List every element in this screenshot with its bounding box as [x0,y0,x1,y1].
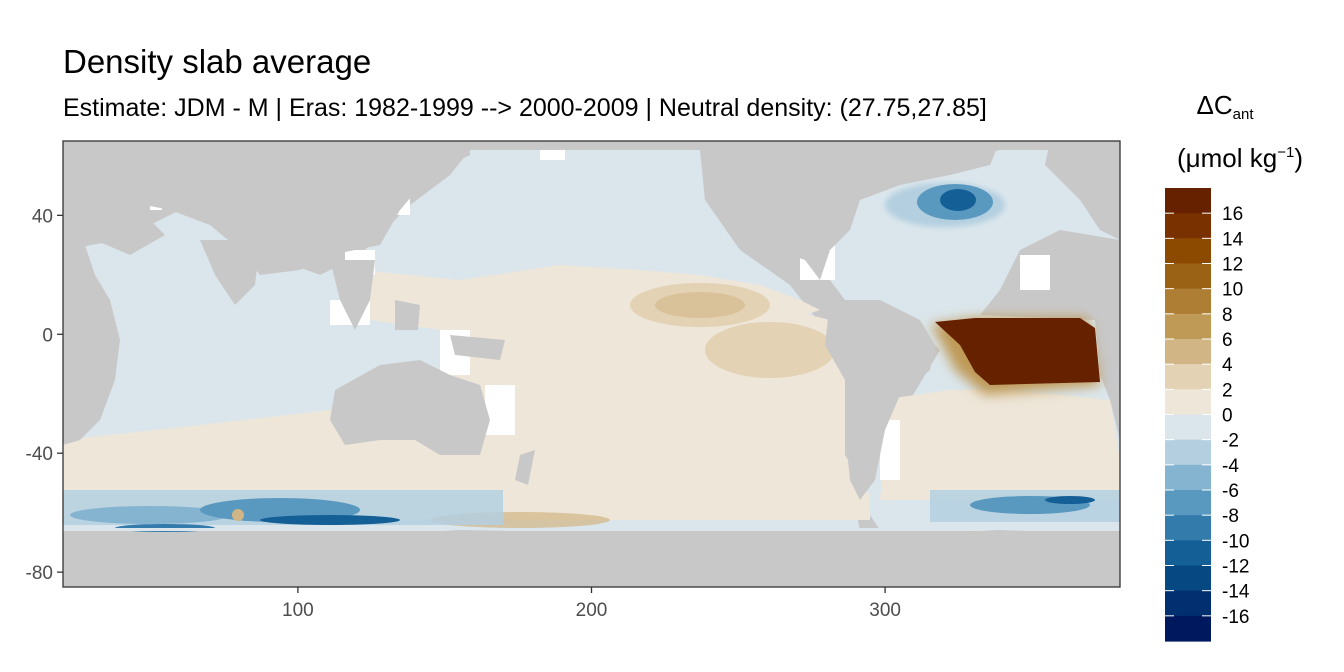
land-new-zealand [515,450,535,485]
legend-break-label: -8 [1222,506,1239,527]
y-tick-label: 40 [32,206,53,227]
ocean-south-atlantic-band [880,390,1120,500]
legend-color-bin [1165,213,1211,239]
legend-color-bin [1165,414,1211,441]
legend-title-main: ΔC [1196,90,1233,120]
legend-color-bin [1165,288,1211,315]
x-tick-label: 100 [282,600,314,621]
antarctic-shelf [63,528,1120,531]
legend-color-bin [1165,188,1211,214]
legend-break-label: 6 [1222,330,1233,351]
legend-break-label: 4 [1222,355,1233,376]
legend-break-label: 8 [1222,305,1233,326]
land-greenland [880,141,1000,175]
east-pacific-core [655,292,745,318]
land-eurasia [63,141,470,275]
land-antarctica [63,530,1120,587]
land-europe [1045,141,1120,240]
land-arabia [63,185,165,255]
land-west-africa [1060,240,1120,320]
legend-title-subscript: ant [1232,106,1254,123]
legend-break-label: -6 [1222,481,1239,502]
legend-color-bin [1165,364,1211,390]
legend-break-label: 0 [1222,406,1233,427]
legend-unit: (μmol kg−1) [1155,136,1325,175]
land-borneo [395,300,420,330]
legend-color-bin [1165,238,1211,265]
y-tick-label: -80 [26,563,53,584]
legend-break-label: -12 [1222,557,1249,578]
plot-panel [63,141,1120,587]
legend-break-label: -16 [1222,607,1249,628]
equatorial-atlantic-maximum [930,318,1100,395]
legend-unit-superscript: −1 [1277,144,1295,161]
y-axis: 40 0 -40 -80 [26,206,63,584]
legend-break-label: -14 [1222,582,1250,603]
land-india [200,240,260,305]
legend-color-bin [1165,263,1211,290]
legend-color-bin [1165,590,1211,617]
land-south-america [825,300,935,500]
legend-break-label: -10 [1222,531,1249,552]
y-tick-label: -40 [26,444,53,465]
legend-break-label: 16 [1222,204,1243,225]
legend-break-label: 2 [1222,380,1233,401]
legend-color-bin [1165,389,1211,416]
subpolar-north-atlantic-minimum [885,183,1005,227]
southern-ocean-atlantic-sector [930,490,1120,522]
continents [63,141,1120,587]
legend-break-label: 12 [1222,255,1243,276]
legend-break-label: 14 [1222,229,1244,250]
legend-unit-suffix: ) [1294,143,1303,173]
legend-color-bin [1165,313,1211,340]
land-north-america [700,141,1000,280]
land-australia [330,360,490,455]
legend-color-bin [1165,565,1211,592]
land-southeast-asia [330,260,375,330]
legend-break-label: -4 [1222,456,1239,477]
legend-color-bin [1165,540,1211,567]
y-tick-label: 0 [42,325,53,346]
legend-color-bin [1165,339,1211,365]
legend-unit-prefix: (μmol kg [1177,143,1278,173]
chart-title: Density slab average [63,43,372,80]
land-new-guinea [450,335,505,360]
x-tick-label: 200 [576,600,608,621]
east-pacific-patch-south [705,322,835,378]
southern-ocean-indian-sector [63,490,503,532]
legend-color-bin [1165,490,1211,516]
legend-title: ΔCant [1155,88,1295,132]
legend-colorbar [1165,188,1211,642]
x-axis: 100 200 300 [282,587,901,621]
legend-color-bin [1165,464,1211,491]
legend-color-bin [1165,615,1211,642]
legend-labels: 16 14 12 10 8 6 4 2 0 -2 -4 -6 -8 -10 -12 -14 -16 [1222,204,1250,628]
legend-color-bin [1165,439,1211,466]
x-tick-label: 300 [869,600,901,621]
chart-subtitle: Estimate: JDM - M | Eras: 1982-1999 --> … [63,94,987,122]
legend-break-label: 10 [1222,280,1243,301]
legend-color-bin [1165,515,1211,541]
legend-break-label: -2 [1222,431,1239,452]
